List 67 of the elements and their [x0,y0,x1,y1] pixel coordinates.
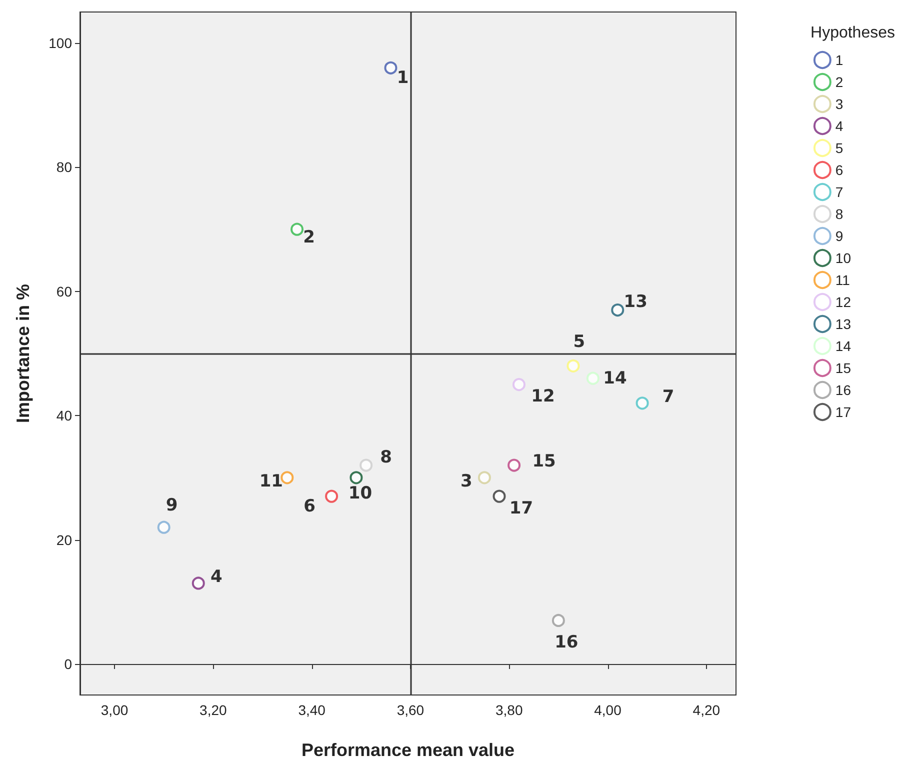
text: 11 [259,472,283,492]
y-tick-label: 0 [64,656,72,672]
point [478,471,491,484]
x-axis-title: Performance mean value [301,740,515,760]
legend-label: 14 [835,338,852,354]
text: 14 [603,368,627,388]
point [360,458,373,472]
legend-label: 7 [835,184,844,200]
point [552,614,565,627]
x-tick-label: 3,40 [298,702,326,718]
legend-label: 17 [835,404,852,420]
y-tick-label: 80 [56,159,72,176]
x-tick-label: 4,20 [692,702,720,718]
y-tick-label: 100 [48,35,72,52]
legend-label: 10 [835,250,852,266]
y-tick-label: 60 [56,283,72,300]
point [290,222,304,236]
legend-title: Hypotheses [810,24,896,42]
x-tick-label: 3,60 [396,702,424,718]
text: 10 [348,484,372,504]
text: 5 [573,332,586,352]
text: 17 [509,498,534,518]
point [492,490,506,503]
point [636,396,649,410]
legend-label: 9 [835,228,844,244]
legend-label: 13 [835,316,852,332]
text: 13 [624,292,648,312]
point [157,520,170,534]
text: 15 [532,451,556,472]
text: 9 [166,495,178,516]
legend-label: 12 [835,294,852,310]
text: 16 [554,632,578,652]
legend-label: 3 [835,96,844,112]
text: 2 [303,227,315,248]
point [586,372,600,385]
text: 4 [210,567,222,588]
text: 6 [304,496,316,516]
x-tick-label: 3,80 [495,702,523,718]
legend-label: 2 [835,74,844,90]
legend-label: 11 [835,272,850,288]
text: 1 [396,68,409,88]
legend-label: 6 [835,162,844,178]
text: 8 [380,447,392,468]
legend-label: 1 [835,52,844,68]
point [566,359,580,372]
point [512,378,526,392]
x-tick-label: 4,00 [594,702,622,718]
point [508,458,521,472]
point [350,471,363,484]
point [192,576,205,590]
point [280,471,294,484]
text: 12 [531,386,555,407]
legend-label: 16 [835,382,852,398]
y-axis-title: Importance in % [13,284,33,424]
legend-label: 5 [835,140,844,156]
legend-label: 8 [835,206,844,222]
point [611,304,624,317]
y-tick-label: 40 [56,408,72,424]
point [384,61,398,74]
legend-label: 4 [835,118,844,134]
point [325,490,338,503]
text: 7 [662,387,674,408]
x-tick-label: 3,20 [200,702,228,718]
x-tick-label: 3,00 [100,702,128,718]
legend-label: 15 [835,360,852,376]
text: 3 [460,472,472,492]
y-tick-label: 20 [56,532,72,548]
